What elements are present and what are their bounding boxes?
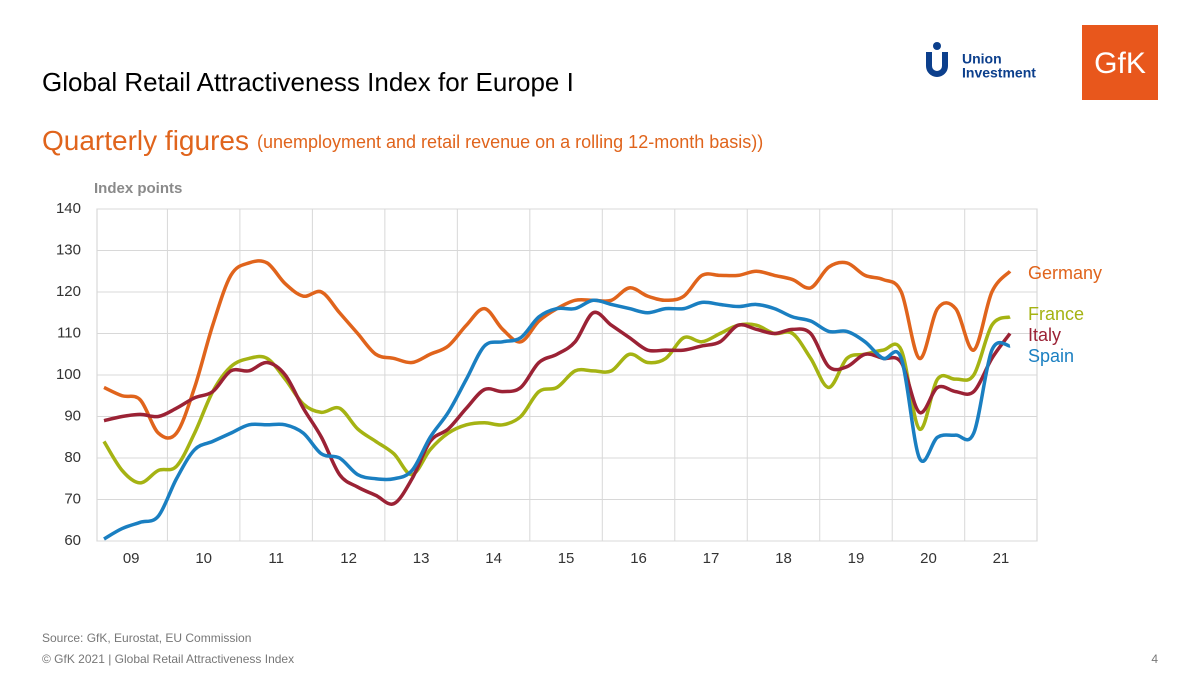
y-tick-label: 120 bbox=[56, 283, 81, 300]
x-tick-label: 19 bbox=[848, 550, 865, 567]
subtitle: Quarterly figures (unemployment and retai… bbox=[42, 125, 763, 156]
line-series bbox=[103, 310, 1012, 506]
legend-label: France bbox=[1028, 304, 1084, 324]
logo-shape bbox=[926, 52, 948, 77]
x-tick-label: 12 bbox=[340, 550, 357, 567]
chart-title: Global Retail Attractiveness Index for E… bbox=[42, 67, 574, 97]
gfk-logo bbox=[1082, 25, 1158, 100]
y-tick-label: 80 bbox=[64, 449, 81, 466]
line-series bbox=[103, 298, 1011, 541]
logo-text: Union bbox=[962, 51, 1002, 67]
y-tick-label: 90 bbox=[64, 407, 81, 424]
subtitle-note: (unemployment and retail revenue on a ro… bbox=[257, 132, 763, 152]
x-tick-label: 14 bbox=[485, 550, 502, 567]
x-tick-label: 18 bbox=[775, 550, 792, 567]
x-tick-label: 09 bbox=[123, 550, 140, 567]
x-tick-label: 21 bbox=[993, 550, 1010, 567]
legend-label: Spain bbox=[1028, 346, 1074, 366]
gfk-logo-text: GfK bbox=[1094, 47, 1146, 80]
logo-text: Investment bbox=[962, 65, 1036, 81]
logo-dot bbox=[933, 42, 941, 50]
x-tick-label: 15 bbox=[558, 550, 575, 567]
x-tick-label: 10 bbox=[195, 550, 212, 567]
legend-label: Italy bbox=[1028, 325, 1061, 345]
y-tick-label: 60 bbox=[64, 532, 81, 549]
subtitle-main: Quarterly figures bbox=[42, 125, 249, 156]
x-tick-label: 13 bbox=[413, 550, 430, 567]
y-tick-label: 100 bbox=[56, 366, 81, 383]
union-logo: Union Investment bbox=[926, 42, 1036, 81]
legend-label: Germany bbox=[1028, 263, 1102, 283]
y-tick-label: 140 bbox=[56, 200, 81, 217]
y-tick-label: 110 bbox=[57, 324, 81, 341]
x-tick-label: 11 bbox=[268, 550, 284, 567]
x-tick-label: 17 bbox=[703, 550, 720, 567]
footer: © GfK 2021 | Global Retail Attractivenes… bbox=[42, 652, 294, 666]
y-tick-label: 130 bbox=[56, 241, 81, 258]
x-tick-label: 20 bbox=[920, 550, 937, 567]
page-number: 4 bbox=[1151, 652, 1158, 666]
y-axis-label: Index points bbox=[94, 180, 182, 197]
y-tick-label: 70 bbox=[64, 490, 81, 507]
source: Source: GfK, Eurostat, EU Commission bbox=[42, 631, 251, 645]
x-tick-label: 16 bbox=[630, 550, 647, 567]
